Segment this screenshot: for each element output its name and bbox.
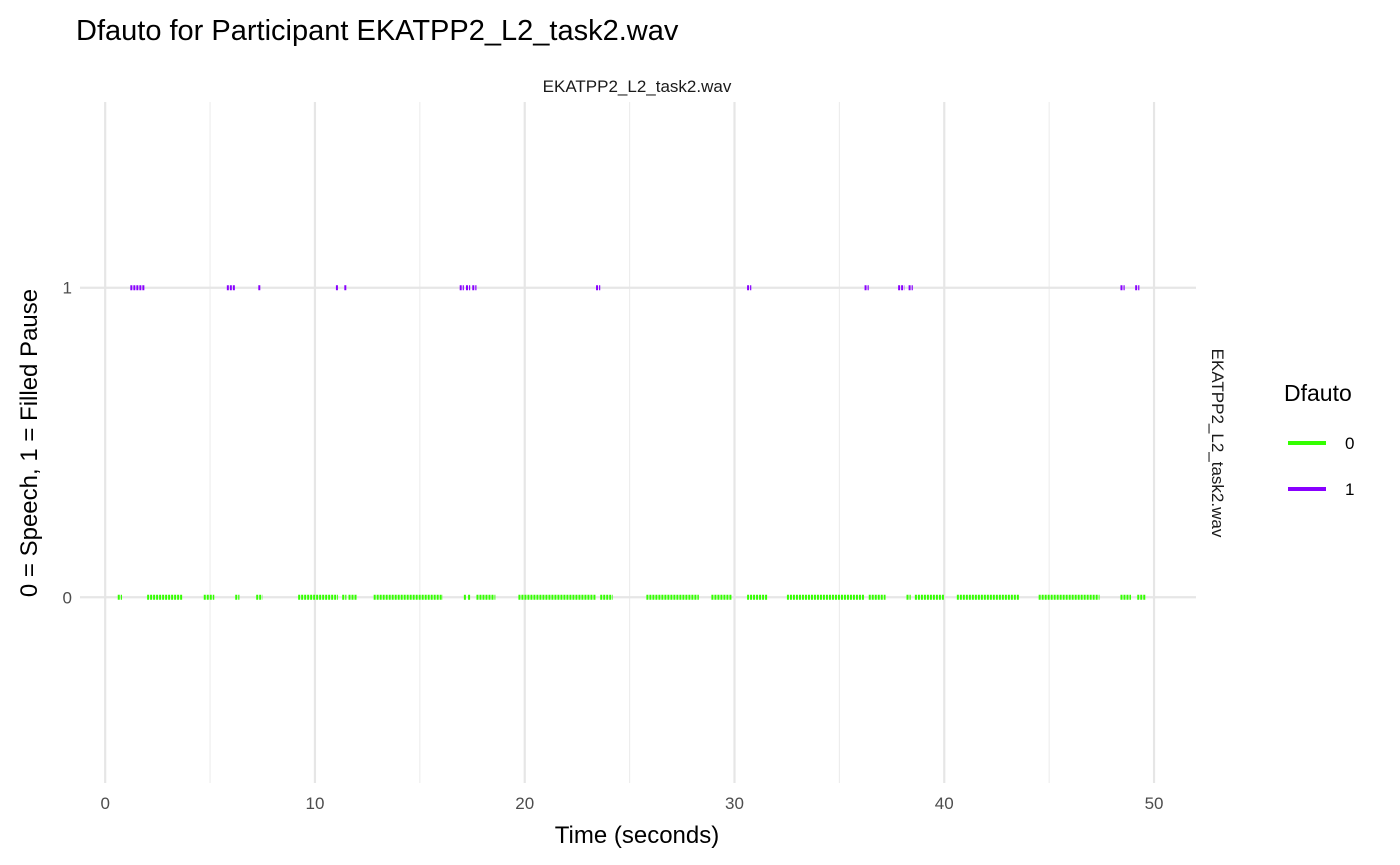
series-layer	[117, 285, 1146, 600]
x-tick-label: 20	[515, 794, 534, 813]
chart-title: Dfauto for Participant EKATPP2_L2_task2.…	[76, 15, 679, 47]
gridlines	[80, 102, 1196, 783]
x-tick-label: 0	[100, 794, 109, 813]
x-tick-label: 30	[725, 794, 744, 813]
legend-title: Dfauto	[1284, 380, 1352, 406]
tick-labels: 0 10 20 30 40 50 0 1	[63, 279, 1164, 813]
legend-label-1: 1	[1345, 480, 1354, 499]
y-tick-label: 0	[63, 588, 72, 607]
legend-label-0: 0	[1345, 434, 1354, 453]
y-axis-title: 0 = Speech, 1 = Filled Pause	[16, 289, 43, 597]
x-tick-label: 10	[305, 794, 324, 813]
facet-strip-right: EKATPP2_L2_task2.wav	[1208, 349, 1227, 538]
facet-strip-top: EKATPP2_L2_task2.wav	[543, 77, 732, 96]
x-axis-title: Time (seconds)	[555, 822, 719, 849]
y-tick-label: 1	[63, 279, 72, 298]
legend: Dfauto 0 1	[1284, 380, 1354, 499]
x-tick-label: 40	[935, 794, 954, 813]
x-tick-label: 50	[1145, 794, 1164, 813]
